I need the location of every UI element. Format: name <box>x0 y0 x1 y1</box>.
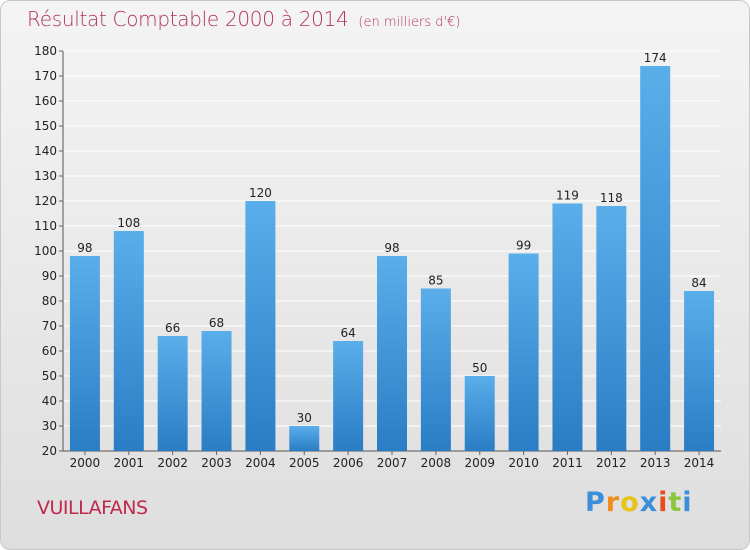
logo-letter: o <box>620 487 640 518</box>
x-tick-label: 2005 <box>289 456 320 470</box>
logo-letter: x <box>639 487 659 518</box>
x-tick-label: 2012 <box>596 456 627 470</box>
x-tick-label: 2008 <box>421 456 452 470</box>
y-tick-label: 80 <box>42 294 57 308</box>
bar-2005 <box>289 426 320 451</box>
x-tick-label: 2013 <box>640 456 671 470</box>
data-label: 119 <box>556 189 579 203</box>
bar-2010 <box>508 253 539 451</box>
chart-unit: (en milliers d'€) <box>358 15 461 30</box>
y-tick-label: 130 <box>34 169 57 183</box>
data-label: 118 <box>600 191 623 205</box>
data-label: 66 <box>165 321 180 335</box>
y-tick-label: 50 <box>42 369 57 383</box>
bar-2001 <box>113 231 144 451</box>
bar-2013 <box>640 66 671 451</box>
y-tick-label: 20 <box>42 444 57 458</box>
data-label: 98 <box>384 241 399 255</box>
x-tick-label: 2014 <box>684 456 715 470</box>
y-tick-label: 100 <box>34 244 57 258</box>
data-label: 84 <box>691 276 706 290</box>
logo-letter: t <box>668 487 683 518</box>
data-label: 174 <box>644 51 667 65</box>
y-tick-label: 90 <box>42 269 57 283</box>
bars <box>69 66 715 451</box>
y-tick-label: 150 <box>34 119 57 133</box>
bar-2007 <box>377 256 407 451</box>
logo-letter: P <box>585 487 606 518</box>
y-tick-label: 120 <box>34 194 57 208</box>
y-tick-label: 110 <box>34 219 57 233</box>
y-tick-label: 140 <box>34 144 57 158</box>
data-label: 68 <box>209 316 224 330</box>
bar-2006 <box>333 341 364 451</box>
logo-letter: r <box>605 487 621 518</box>
y-tick-label: 70 <box>42 319 57 333</box>
bar-2011 <box>552 203 583 451</box>
bar-2014 <box>684 291 715 451</box>
bar-2000 <box>69 256 100 451</box>
chart-title-text: Résultat Comptable 2000 à 2014 <box>27 7 349 31</box>
data-label: 98 <box>77 241 92 255</box>
bar-2003 <box>201 331 232 451</box>
bar-2004 <box>245 201 276 451</box>
x-tick-label: 2004 <box>245 456 276 470</box>
y-tick-label: 60 <box>42 344 57 358</box>
y-tick-label: 30 <box>42 419 57 433</box>
y-tick-label: 170 <box>34 69 57 83</box>
proxiti-logo: Proxiti <box>585 487 693 518</box>
bar-2009 <box>464 376 495 451</box>
logo-letter: i <box>658 487 669 518</box>
bar-2008 <box>420 288 451 451</box>
x-tick-label: 2003 <box>201 456 232 470</box>
x-tick-label: 2006 <box>333 456 364 470</box>
data-label: 85 <box>428 274 443 288</box>
data-label: 120 <box>249 186 272 200</box>
x-tick-label: 2010 <box>508 456 539 470</box>
commune-name: VUILLAFANS <box>37 497 148 519</box>
chart-title: Résultat Comptable 2000 à 2014 (en millie… <box>27 7 460 31</box>
data-label: 108 <box>117 216 140 230</box>
x-tick-label: 2007 <box>377 456 408 470</box>
data-label: 50 <box>472 361 487 375</box>
x-tick-label: 2009 <box>464 456 495 470</box>
x-tick-label: 2002 <box>157 456 188 470</box>
labels: 20 30 40 50 60 70 80 90 100 110 120 130 140 150 160 170… <box>34 44 714 470</box>
y-tick-label: 160 <box>34 94 57 108</box>
x-tick-label: 2001 <box>114 456 145 470</box>
data-label: 30 <box>297 411 312 425</box>
bar-2012 <box>596 206 627 451</box>
y-tick-label: 180 <box>34 44 57 58</box>
data-label: 64 <box>340 326 355 340</box>
x-tick-label: 2011 <box>552 456 583 470</box>
y-tick-label: 40 <box>42 394 57 408</box>
data-label: 99 <box>516 239 531 253</box>
x-tick-label: 2000 <box>70 456 101 470</box>
logo-letter: i <box>682 487 693 518</box>
bar-2002 <box>157 336 188 451</box>
